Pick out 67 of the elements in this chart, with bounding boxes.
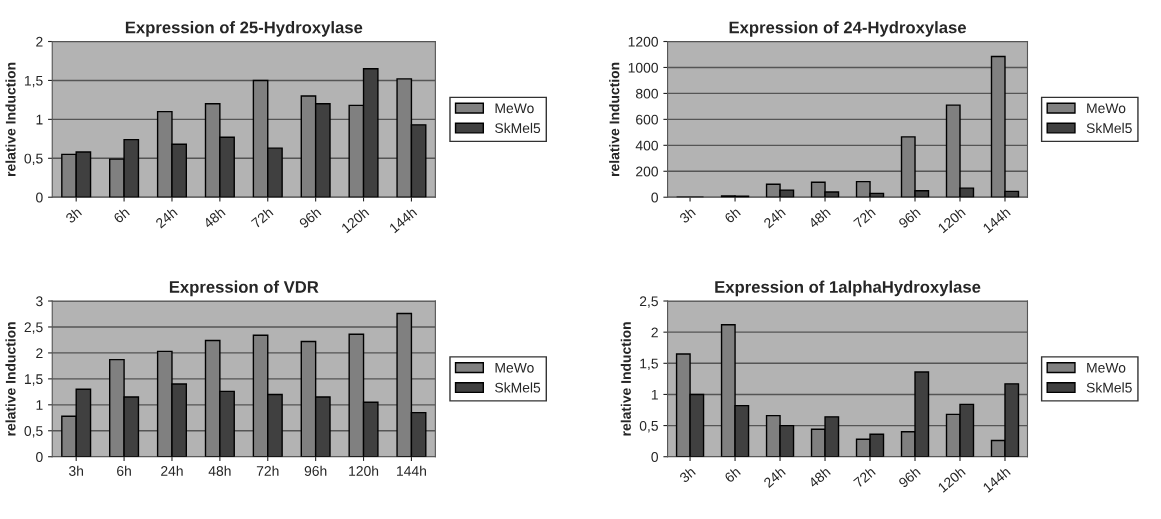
y-tick-label: 0 (36, 192, 43, 203)
y-tick-label: 1 (36, 400, 43, 410)
x-tick-label: 96h (897, 206, 921, 229)
y-axis-title: relative Induction (620, 322, 631, 436)
x-tick-label: 3h (678, 466, 696, 484)
x-tick-label: 96h (298, 206, 322, 229)
y-tick-label: 0 (651, 192, 658, 203)
x-tick-label: 6h (112, 206, 130, 224)
y-tick-label: 2,5 (639, 296, 658, 308)
y-tick-label: 1,5 (24, 75, 43, 88)
x-tick-label: 24h (154, 206, 178, 229)
y-tick-label: 400 (635, 140, 659, 151)
x-tick-label: 24h (762, 466, 786, 488)
chart-title: Expression of VDR (169, 280, 319, 297)
x-tick-label: 3h (64, 206, 83, 224)
x-tick-label: 48h (807, 206, 831, 229)
x-tick-label: 6h (723, 466, 741, 484)
legend-label: MeWo (495, 362, 534, 373)
y-tick-label: 2 (651, 327, 658, 338)
legend-label: MeWo (1087, 103, 1126, 114)
x-tick-label: 24h (161, 465, 183, 476)
y-tick-label: 1000 (628, 62, 659, 73)
x-tick-label: 6h (723, 206, 741, 224)
x-tick-label: 72h (852, 206, 876, 229)
legend-label: SkMel5 (1086, 122, 1132, 134)
y-tick-label: 2 (36, 36, 43, 47)
x-tick-label: 48h (807, 466, 831, 489)
y-tick-label: 1 (36, 114, 43, 125)
y-axis-title: relative Induction (5, 322, 16, 436)
x-tick-label: 6h (117, 465, 131, 476)
x-tick-label: 144h (397, 465, 426, 476)
x-tick-label: 96h (897, 466, 921, 489)
legend-label: SkMel5 (1086, 382, 1132, 393)
x-tick-label: 48h (202, 206, 226, 229)
x-tick-label: 72h (250, 206, 274, 229)
x-tick-label: 48h (208, 465, 231, 476)
y-tick-label: 0,5 (639, 420, 658, 433)
y-tick-label: 2 (36, 348, 43, 358)
y-tick-label: 0,5 (24, 426, 43, 438)
x-tick-label: 24h (762, 206, 786, 229)
legend-label: MeWo (1087, 362, 1126, 373)
legend-label: SkMel5 (495, 382, 541, 393)
y-tick-label: 0 (36, 452, 43, 462)
legend-label: SkMel5 (495, 122, 541, 134)
y-tick-label: 800 (635, 88, 659, 99)
y-tick-label: 200 (636, 166, 659, 177)
x-tick-label: 3h (69, 465, 84, 476)
y-tick-label: 2,5 (24, 322, 43, 334)
chart-title: Expression of 24-Hydroxylase (729, 21, 966, 37)
y-tick-label: 1,5 (24, 374, 43, 386)
y-tick-label: 600 (636, 114, 659, 125)
chart-title: Expression of 25-Hydroxylase (125, 21, 363, 37)
y-axis-title: relative Induction (609, 62, 620, 176)
x-tick-label: 72h (256, 465, 279, 476)
chart-title: Expression of 1alphaHydroxylase (715, 280, 981, 297)
x-tick-label: 120h (349, 465, 379, 476)
x-tick-label: 96h (304, 465, 327, 476)
y-tick-label: 0 (651, 452, 658, 462)
y-tick-label: 1,5 (640, 358, 658, 371)
legend-label: MeWo (495, 103, 534, 114)
x-tick-label: 72h (852, 466, 876, 488)
y-tick-label: 1 (651, 389, 658, 400)
y-tick-label: 0,5 (24, 153, 43, 166)
y-tick-label: 3 (36, 296, 43, 307)
y-tick-label: 1200 (628, 36, 659, 47)
y-axis-title: relative Induction (5, 62, 16, 176)
x-tick-label: 3h (678, 206, 696, 224)
